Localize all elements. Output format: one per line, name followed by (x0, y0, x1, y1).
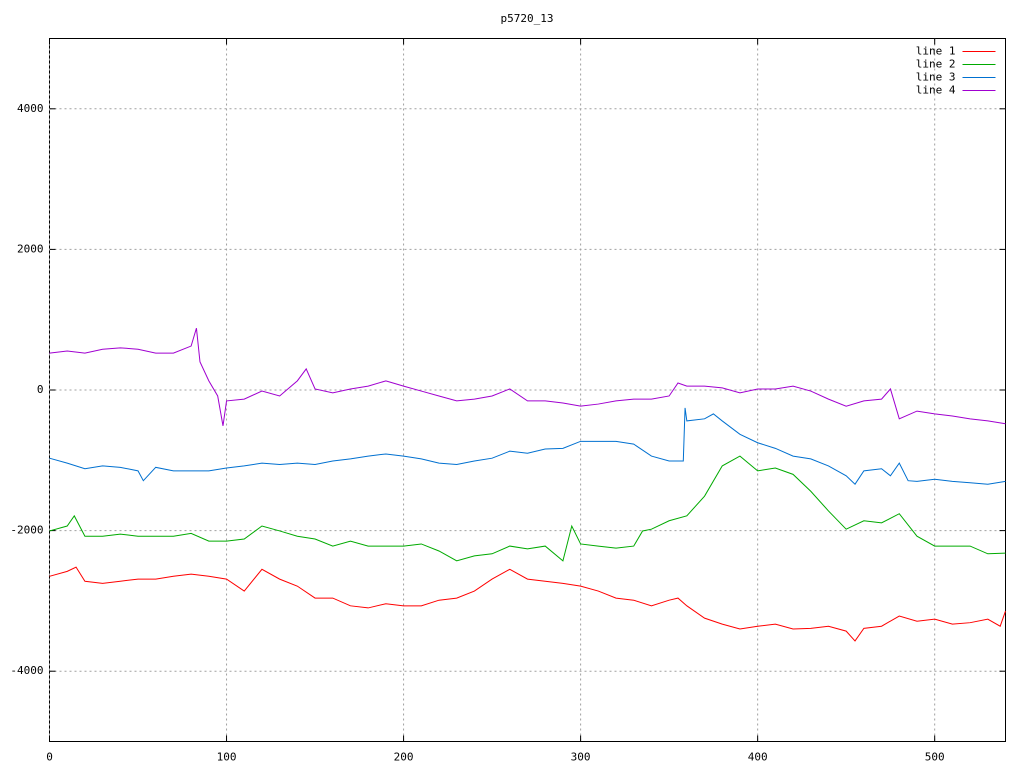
series-line (49, 407, 1006, 485)
legend-label: line 4 (916, 84, 956, 97)
series-line (49, 327, 1006, 426)
y-tick-label: -4000 (10, 664, 43, 677)
x-tick-label: 100 (217, 751, 237, 764)
y-tick-label: -2000 (10, 524, 43, 537)
chart-title: p5720_13 (501, 12, 554, 25)
x-tick-label: 300 (571, 751, 591, 764)
y-tick-label: 2000 (17, 242, 44, 255)
y-tick-label: 4000 (17, 102, 44, 115)
x-tick-label: 200 (394, 751, 414, 764)
y-tick-label: 0 (37, 383, 44, 396)
x-tick-label: 0 (46, 751, 53, 764)
x-tick-label: 500 (925, 751, 945, 764)
legend-label: line 1 (916, 45, 956, 58)
series-line (49, 455, 1006, 562)
legend-label: line 3 (916, 71, 956, 84)
legend-label: line 2 (916, 58, 956, 71)
x-tick-label: 400 (748, 751, 768, 764)
series-line (49, 566, 1006, 642)
